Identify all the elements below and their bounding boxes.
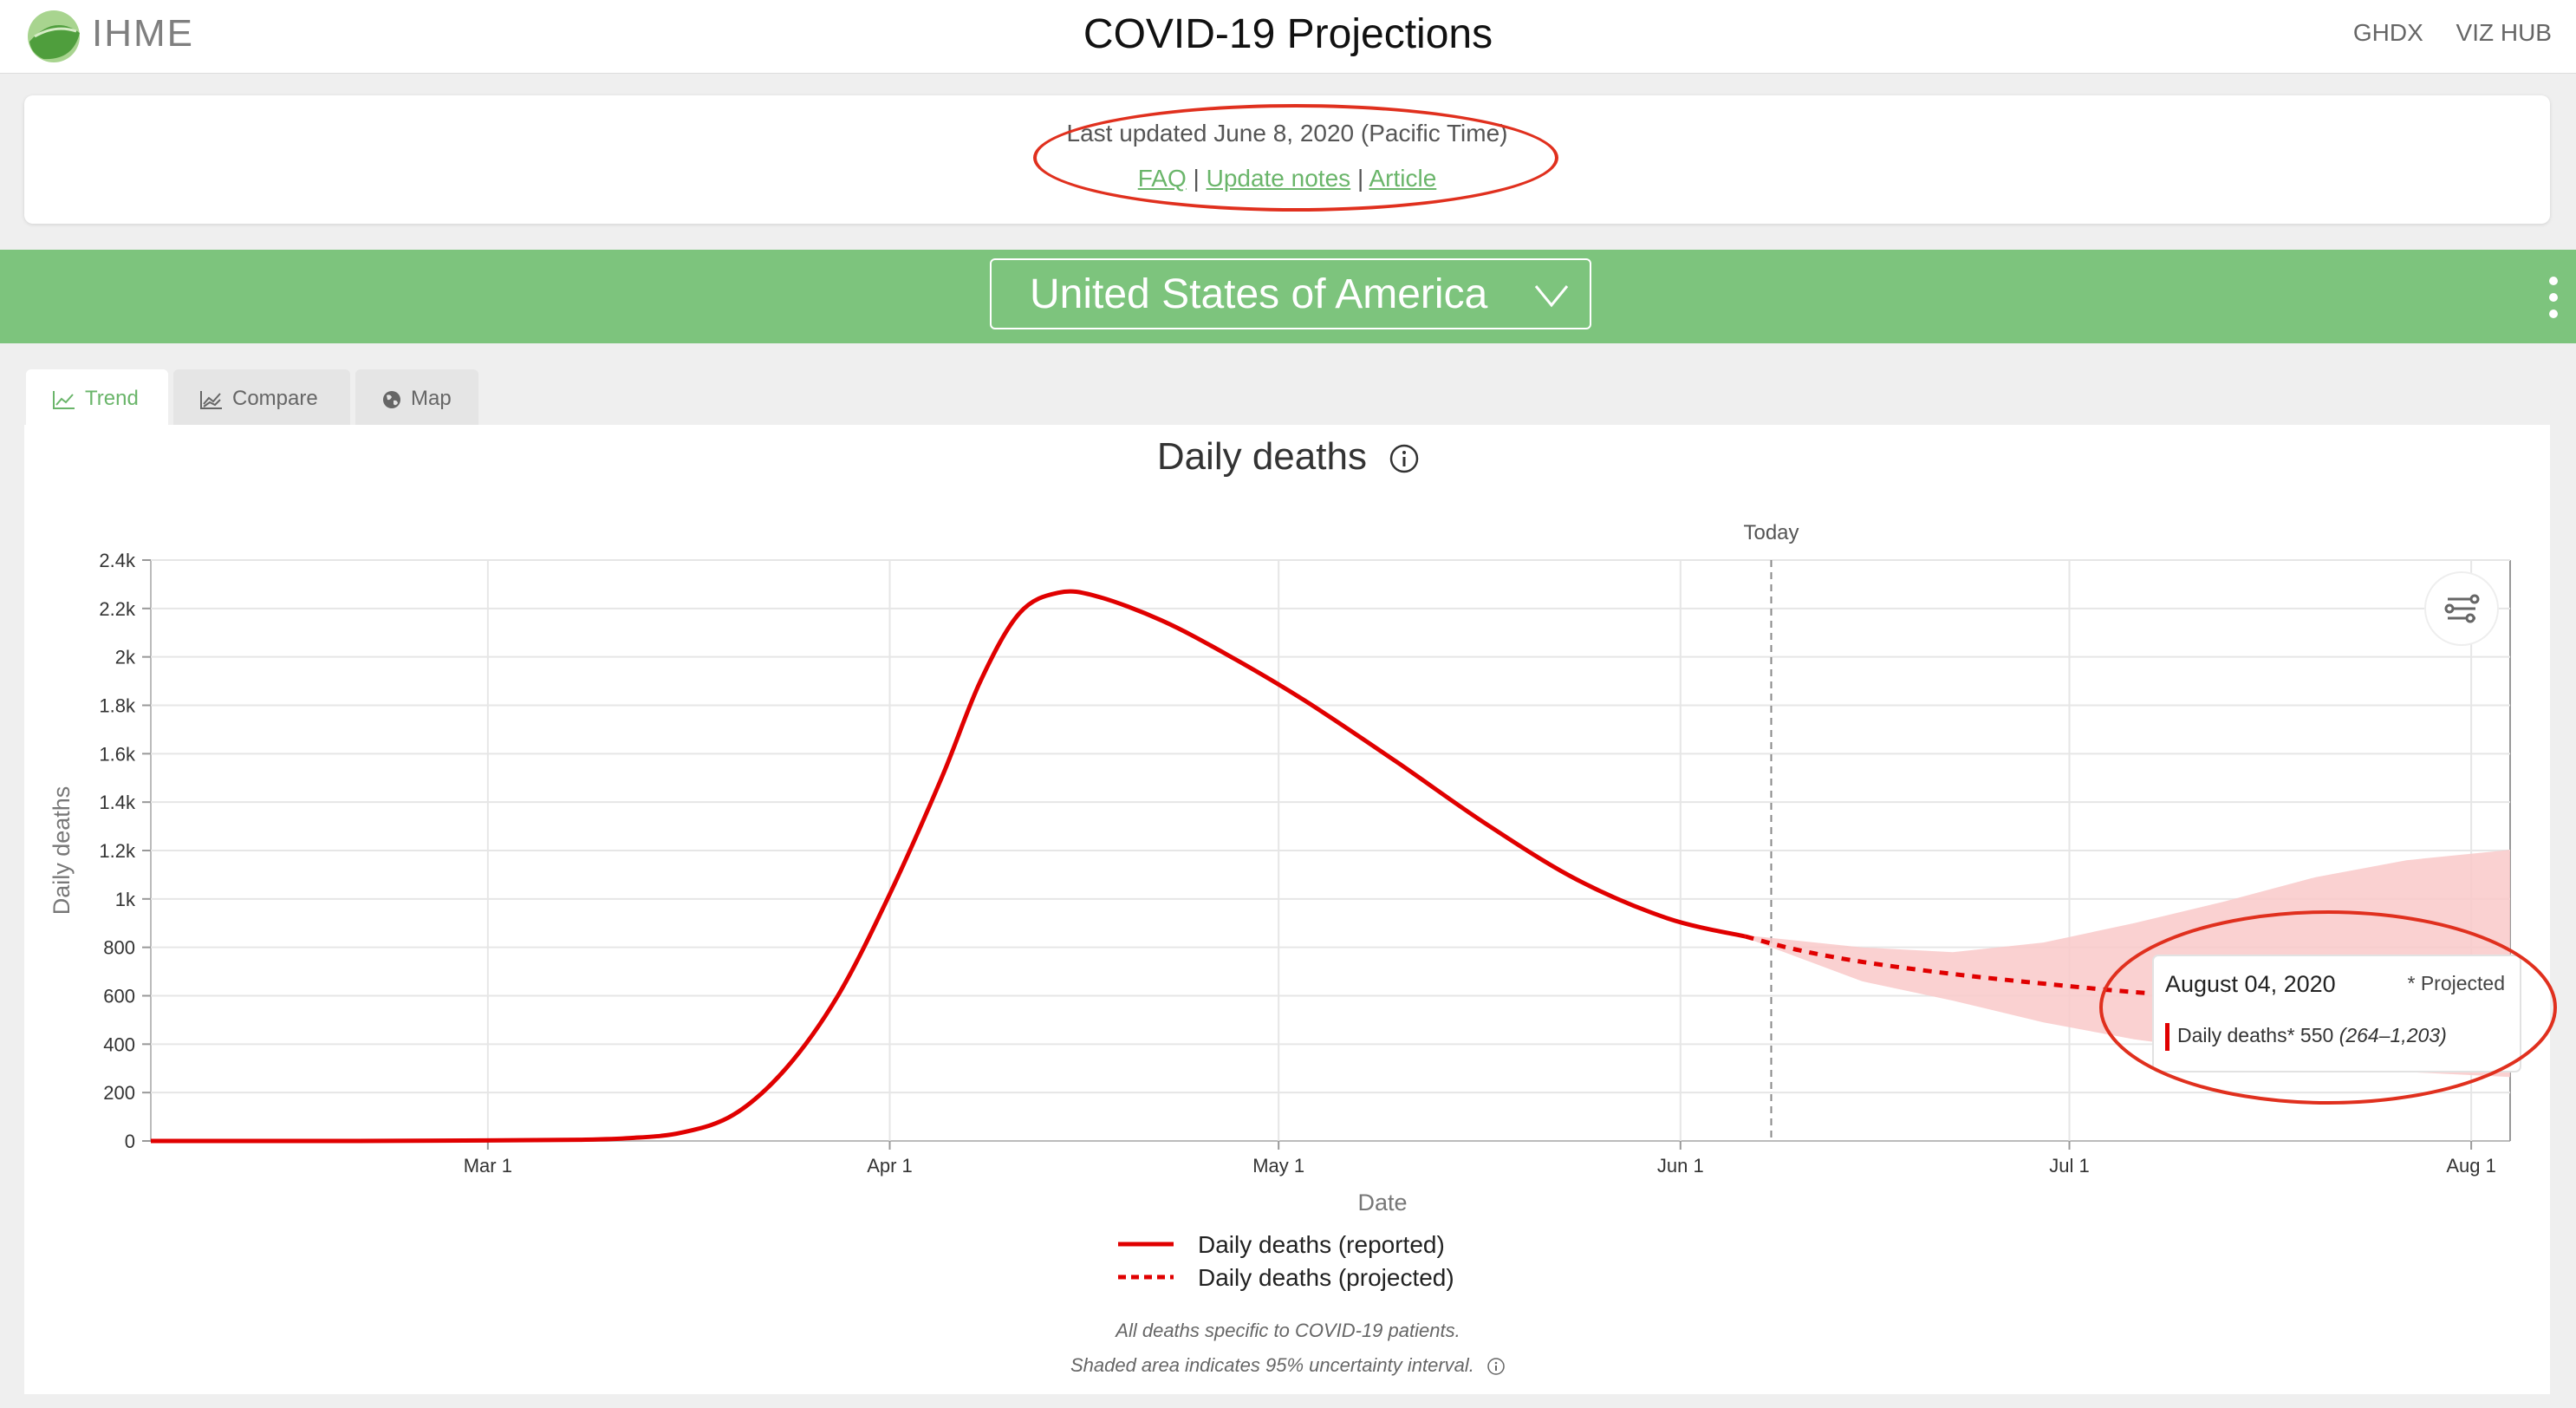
info-icon[interactable] <box>1486 1357 1506 1376</box>
more-options-icon[interactable] <box>2548 276 2559 319</box>
trend-chart-icon <box>53 390 75 409</box>
y-tick-label: 2.4k <box>99 550 136 571</box>
tab-map-label: Map <box>411 387 452 410</box>
legend-label-projected: Daily deaths (projected) <box>1198 1264 1454 1291</box>
globe-icon <box>383 390 400 408</box>
tab-compare-label: Compare <box>232 387 318 410</box>
y-tick-label: 1.8k <box>99 695 136 717</box>
tab-trend-label: Trend <box>85 387 139 410</box>
chart-panel <box>24 425 2550 1394</box>
x-axis-title: Date <box>1357 1190 1407 1216</box>
brand-name[interactable]: IHME <box>92 12 194 55</box>
x-tick-label: Apr 1 <box>867 1155 913 1177</box>
sliders-icon <box>2469 594 2480 604</box>
chart-title: Daily deaths <box>0 435 2576 479</box>
page-title: COVID-19 Projections <box>1083 11 1493 57</box>
nav-link-viz-hub[interactable]: VIZ HUB <box>2456 19 2552 46</box>
y-tick-label: 1.6k <box>99 743 136 765</box>
tooltip-series-swatch <box>2165 1023 2169 1051</box>
series-line-reported[interactable] <box>150 589 1747 1144</box>
x-tick-label: Jul 1 <box>2049 1155 2089 1177</box>
sliders-icon <box>2444 603 2455 614</box>
footnote-deaths: All deaths specific to COVID-19 patients… <box>1116 1320 1460 1341</box>
tab-map[interactable]: Map <box>355 369 478 425</box>
y-tick-label: 400 <box>103 1033 135 1055</box>
x-tick-label: Aug 1 <box>2446 1155 2496 1177</box>
y-tick-label: 800 <box>103 937 135 959</box>
compare-chart-icon <box>200 390 222 409</box>
tooltip-projected-note: * Projected <box>2407 972 2505 994</box>
annotation-circle-updated <box>1033 104 1558 212</box>
tooltip-series-row: Daily deaths* 550 (264–1,203) <box>2177 1024 2447 1046</box>
footnote-uncertainty-text: Shaded area indicates 95% uncertainty in… <box>1070 1354 1474 1376</box>
location-selected: United States of America <box>1030 271 1488 317</box>
today-label: Today <box>1743 521 1799 544</box>
solid-line-swatch <box>1118 1242 1174 1247</box>
daily-deaths-chart[interactable]: 0 200 400 600 800 1k 1.2k 1.4k 1.6k 1.8k 2k 2.2k 2.4… <box>0 512 2576 1231</box>
y-tick-label: 200 <box>103 1082 135 1104</box>
y-tick-label: 0 <box>125 1131 135 1152</box>
chevron-down-icon <box>1534 285 1569 308</box>
top-bar: IHME COVID-19 Projections GHDX VIZ HUB <box>0 0 2576 74</box>
tab-trend[interactable]: Trend <box>26 369 168 425</box>
y-tick-label: 1.4k <box>99 792 136 813</box>
tooltip-value: 550 <box>2300 1024 2339 1046</box>
location-dropdown[interactable]: United States of America <box>990 258 1591 329</box>
top-nav: GHDX VIZ HUB <box>2327 19 2552 47</box>
tab-compare[interactable]: Compare <box>173 369 350 425</box>
y-tick-label: 2k <box>115 647 136 668</box>
x-tick-label: May 1 <box>1252 1155 1304 1177</box>
annotation-circle-tooltip <box>2099 910 2557 1105</box>
y-tick-label: 1k <box>115 889 136 910</box>
y-axis-title: Daily deaths <box>49 786 75 916</box>
tooltip-series-name: Daily deaths* <box>2177 1024 2300 1046</box>
chart-title-text: Daily deaths <box>1156 435 1367 478</box>
footnote-uncertainty: Shaded area indicates 95% uncertainty in… <box>0 1354 2576 1377</box>
tooltip-interval: (264–1,203) <box>2339 1024 2447 1046</box>
y-tick-label: 600 <box>103 986 135 1007</box>
legend-label-reported: Daily deaths (reported) <box>1198 1231 1445 1258</box>
y-tick-label: 2.2k <box>99 598 136 620</box>
y-tick-label: 1.2k <box>99 840 136 862</box>
dashed-line-swatch <box>1118 1274 1174 1280</box>
info-icon[interactable] <box>1389 444 1419 473</box>
x-tick-label: Mar 1 <box>464 1155 512 1177</box>
x-tick-label: Jun 1 <box>1657 1155 1704 1177</box>
nav-link-ghdx[interactable]: GHDX <box>2352 19 2423 46</box>
ihme-logo-icon[interactable] <box>24 7 83 66</box>
sliders-icon <box>2465 613 2475 623</box>
tooltip-box <box>2152 955 2521 1072</box>
tooltip-date: August 04, 2020 <box>2165 971 2336 997</box>
